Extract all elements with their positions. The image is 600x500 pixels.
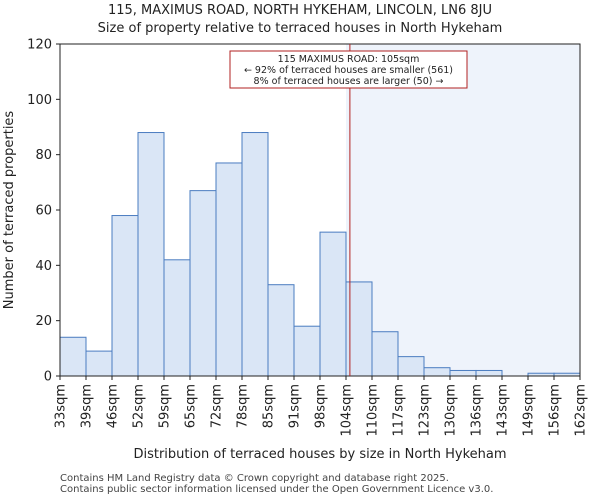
bar bbox=[319, 231, 347, 377]
x-tick-label: 104sqm bbox=[340, 384, 355, 437]
bar bbox=[189, 190, 217, 377]
bar bbox=[215, 162, 243, 377]
x-tick-label: 110sqm bbox=[366, 384, 381, 437]
x-tick-label: 59sqm bbox=[158, 384, 173, 428]
annotation-line-1: 115 MAXIMUS ROAD: 105sqm bbox=[278, 54, 420, 65]
x-tick-label: 143sqm bbox=[496, 384, 511, 437]
bar bbox=[397, 356, 425, 377]
y-tick-label: 100 bbox=[27, 93, 52, 108]
x-tick-label: 65sqm bbox=[184, 384, 199, 428]
chart-title: 115, MAXIMUS ROAD, NORTH HYKEHAM, LINCOL… bbox=[107, 3, 493, 18]
annotation-line-3: 8% of terraced houses are larger (50) → bbox=[254, 76, 444, 87]
x-tick-label: 149sqm bbox=[522, 384, 537, 437]
x-tick-label: 72sqm bbox=[210, 384, 225, 428]
x-tick-label: 39sqm bbox=[80, 384, 95, 428]
bar bbox=[267, 284, 295, 377]
x-tick-label: 123sqm bbox=[418, 384, 433, 437]
bar bbox=[449, 369, 477, 377]
x-tick-label: 98sqm bbox=[314, 384, 329, 428]
y-axis-label: Number of terraced properties bbox=[2, 111, 17, 310]
y-tick-label: 20 bbox=[35, 314, 52, 329]
x-tick-label: 91sqm bbox=[288, 384, 303, 428]
bar bbox=[241, 132, 269, 377]
y-tick-label: 60 bbox=[35, 204, 52, 219]
y-tick-label: 80 bbox=[35, 148, 52, 163]
bar bbox=[137, 132, 165, 377]
highlight-region bbox=[346, 44, 580, 376]
bar bbox=[111, 215, 139, 377]
bar bbox=[423, 367, 451, 377]
bar bbox=[371, 331, 399, 377]
chart-subtitle: Size of property relative to terraced ho… bbox=[97, 21, 503, 36]
x-tick-label: 78sqm bbox=[236, 384, 251, 428]
x-tick-label: 130sqm bbox=[444, 384, 459, 437]
x-tick-label: 117sqm bbox=[392, 384, 407, 437]
y-tick-label: 0 bbox=[44, 370, 52, 385]
x-tick-label: 162sqm bbox=[574, 384, 589, 437]
bar bbox=[163, 259, 191, 377]
y-tick-label: 40 bbox=[35, 259, 52, 274]
x-axis-label: Distribution of terraced houses by size … bbox=[133, 447, 506, 462]
bar bbox=[85, 350, 113, 377]
y-tick-label: 120 bbox=[27, 38, 52, 53]
annotation-line-2: ← 92% of terraced houses are smaller (56… bbox=[244, 65, 453, 76]
x-tick-label: 46sqm bbox=[106, 384, 121, 428]
footer-attribution-2: Contains public sector information licen… bbox=[60, 484, 494, 495]
x-tick-label: 52sqm bbox=[132, 384, 147, 428]
footer-attribution-1: Contains HM Land Registry data © Crown c… bbox=[60, 473, 449, 484]
bar bbox=[293, 325, 321, 377]
x-tick-label: 85sqm bbox=[262, 384, 277, 428]
x-tick-label: 33sqm bbox=[54, 384, 69, 428]
x-tick-label: 136sqm bbox=[470, 384, 485, 437]
bar bbox=[475, 369, 503, 377]
bar bbox=[59, 336, 87, 377]
annotation-box bbox=[229, 50, 468, 89]
x-tick-label: 156sqm bbox=[548, 384, 563, 437]
